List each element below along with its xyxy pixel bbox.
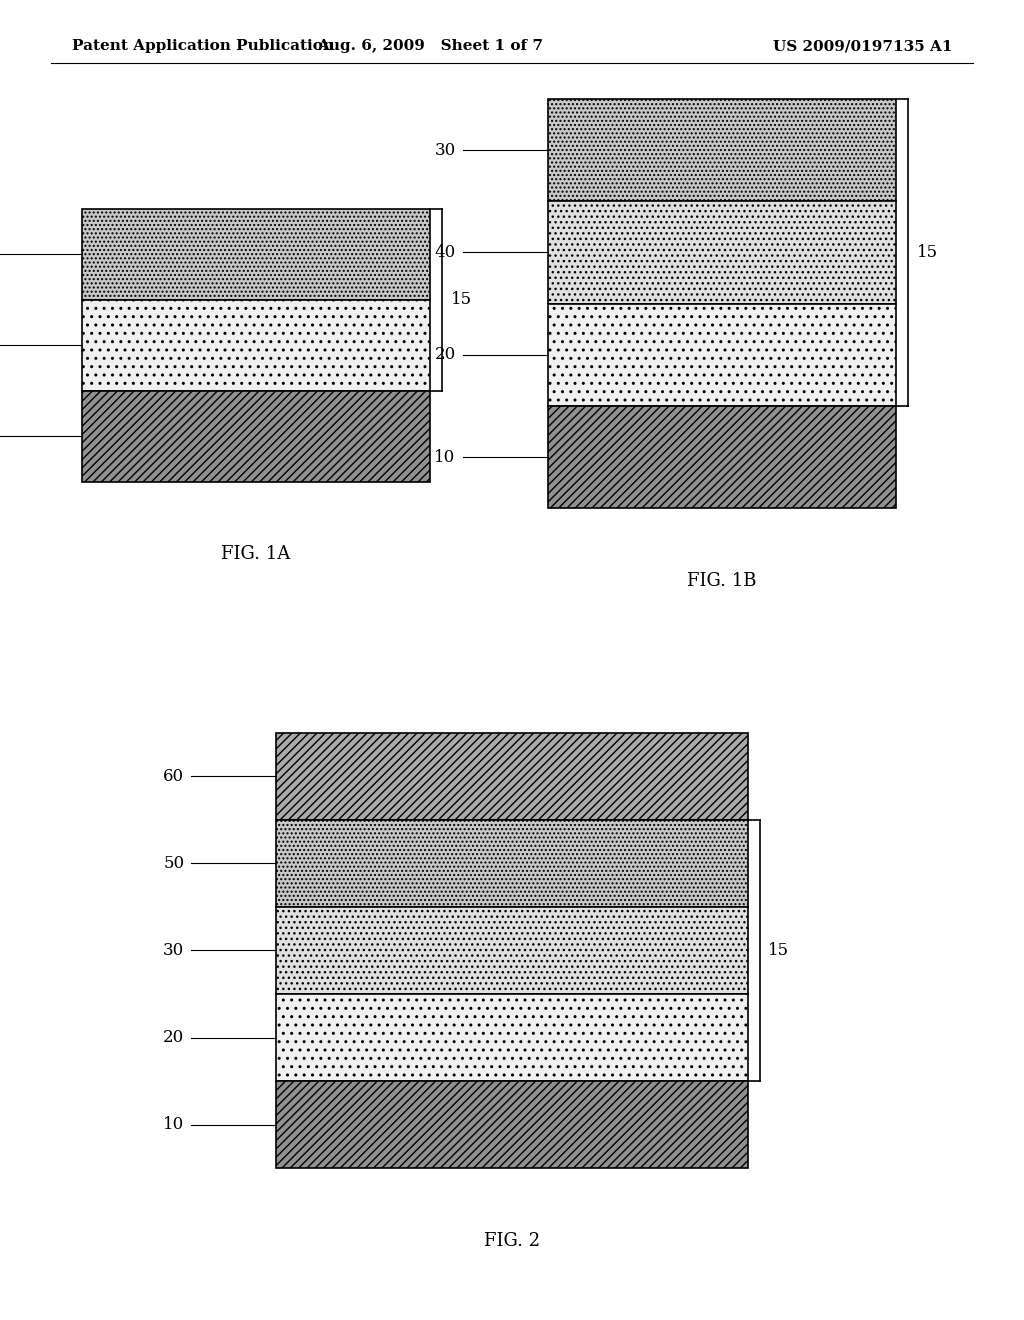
- Bar: [276, 1081, 748, 1168]
- Text: Patent Application Publication: Patent Application Publication: [72, 40, 334, 53]
- Text: 15: 15: [916, 244, 938, 261]
- Text: 10: 10: [163, 1117, 184, 1133]
- Text: 10: 10: [434, 449, 456, 466]
- Bar: [276, 994, 748, 1081]
- Bar: [548, 407, 896, 508]
- Text: FIG. 1B: FIG. 1B: [687, 572, 757, 590]
- Text: 50: 50: [163, 855, 184, 871]
- Text: 60: 60: [163, 768, 184, 784]
- Bar: [276, 907, 748, 994]
- Text: FIG. 2: FIG. 2: [484, 1232, 540, 1250]
- Text: US 2009/0197135 A1: US 2009/0197135 A1: [773, 40, 952, 53]
- Text: 30: 30: [434, 141, 456, 158]
- Bar: [82, 209, 430, 300]
- Text: 15: 15: [451, 292, 472, 309]
- Bar: [548, 201, 896, 304]
- Bar: [82, 391, 430, 482]
- Text: FIG. 1A: FIG. 1A: [221, 545, 291, 564]
- Bar: [548, 304, 896, 407]
- Bar: [548, 99, 896, 202]
- Bar: [276, 733, 748, 820]
- Text: 15: 15: [768, 942, 790, 958]
- Text: 30: 30: [163, 942, 184, 958]
- Text: 40: 40: [434, 244, 456, 261]
- Text: 20: 20: [434, 346, 456, 363]
- Text: Aug. 6, 2009   Sheet 1 of 7: Aug. 6, 2009 Sheet 1 of 7: [317, 40, 543, 53]
- Bar: [276, 820, 748, 907]
- Text: 20: 20: [163, 1030, 184, 1045]
- Bar: [82, 300, 430, 391]
